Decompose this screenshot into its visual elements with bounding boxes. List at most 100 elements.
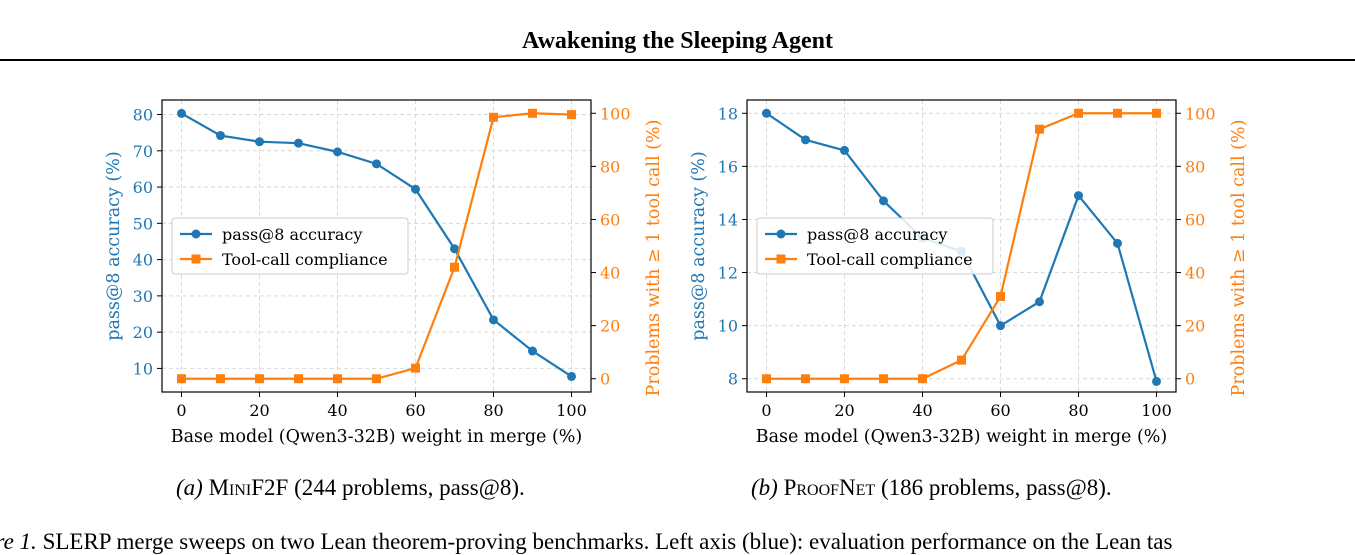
chart-b-y2tick-label: 40 [1185,264,1205,283]
chart-b-xtick-label: 20 [834,401,854,420]
chart-b-point [840,374,849,384]
chart-b-y2tick-label: 60 [1185,210,1205,229]
chart-b-xtick-label: 40 [912,401,932,420]
chart-b-point [1152,108,1161,118]
chart-b-xtick-label: 100 [1141,401,1172,420]
chart-a-ytick-label: 50 [133,214,153,233]
chart-b-point [1152,376,1161,386]
figure-caption-label: ure 1. [0,529,37,554]
chart-a-point [294,374,303,384]
chart-a-point [489,112,498,122]
chart-b-ytick-label: 10 [718,317,738,336]
chart-a-point [255,374,264,384]
chart-b-ytick-label: 16 [718,157,738,176]
chart-a-point [216,131,225,141]
chart-b-y2tick-label: 20 [1185,317,1205,336]
chart-a-ytick-label: 30 [133,287,153,306]
chart-b-xtick-label: 60 [990,401,1010,420]
chart-b-legend-marker-0 [776,229,786,239]
chart-b-point [801,374,810,384]
figure-caption-text: SLERP merge sweeps on two Lean theorem-p… [42,529,1173,554]
chart-a-point [294,138,303,148]
chart-b-point [1074,108,1083,118]
chart-a-plot-frame [161,99,592,393]
chart-a-legend-marker-1 [191,254,201,264]
chart-b-point [879,374,888,384]
caption-a-name: MiniF2F [208,475,289,500]
chart-a-xtick-label: 100 [556,401,587,420]
chart-a-point [411,363,420,373]
chart-a-y2tick-label: 20 [600,317,620,336]
chart-a-ylabel: pass@8 accuracy (%) [104,151,124,340]
figure-caption: ure 1. SLERP merge sweeps on two Lean th… [0,529,1172,555]
chart-a-y2tick-label: 60 [600,210,620,229]
chart-a-y2tick-label: 100 [600,104,631,123]
chart-a-point [216,374,225,384]
chart-b-legend-label-0: pass@8 accuracy [807,225,947,244]
chart-a-y2tick-label: 80 [600,157,620,176]
chart-b-point [918,374,927,384]
chart-b-y2tick-label: 100 [1185,104,1216,123]
chart-b-y2tick-label: 80 [1185,157,1205,176]
chart-a-y2tick-label: 40 [600,264,620,283]
chart-a-point [177,108,186,118]
chart-minif2f: 0 20 40 60 80 100 10 20 30 40 50 60 70 80 0 20 40 60 80 100… [104,99,664,447]
caption-a-tag: (a) [176,475,203,500]
chart-b-ytick-label: 18 [718,104,738,123]
chart-b-ytick-label: 12 [718,264,738,283]
chart-a-point [528,108,537,118]
chart-a-y2label: Problems with ≥ 1 tool call (%) [644,120,664,397]
caption-b-tag: (b) [751,475,778,500]
chart-b-point [996,321,1005,331]
chart-a-point [489,315,498,325]
chart-b-legend-box [756,217,994,275]
chart-a-legend-label-1: Tool-call compliance [222,250,388,269]
chart-b-plot-frame [746,99,1177,393]
chart-a-ytick-label: 60 [133,178,153,197]
chart-a-ytick-label: 70 [133,142,153,161]
chart-b-point [840,145,849,155]
chart-a-y2tick-label: 0 [600,370,610,389]
chart-b-legend-marker-1 [776,254,786,264]
chart-b-ytick-label: 14 [718,210,738,229]
chart-b-ylabel: pass@8 accuracy (%) [689,151,709,340]
chart-b-point [1074,191,1083,201]
chart-b-point [1113,108,1122,118]
chart-b-point [762,108,771,118]
chart-b-point [879,196,888,206]
chart-a-ytick-label: 80 [133,106,153,125]
chart-a-point [450,244,459,254]
chart-a-point [255,137,264,147]
chart-a-point [450,262,459,272]
chart-a-point [567,371,576,381]
chart-b-xtick-label: 0 [761,401,771,420]
caption-b-rest: (186 problems, pass@8). [880,475,1112,500]
chart-a-ytick-label: 20 [133,323,153,342]
chart-a-xtick-label: 40 [327,401,347,420]
chart-a-xtick-label: 60 [405,401,425,420]
chart-a-ytick-label: 40 [133,251,153,270]
chart-b-y2tick-label: 0 [1185,370,1195,389]
chart-b-xlabel: Base model (Qwen3-32B) weight in merge (… [756,427,1168,447]
chart-b-legend-label-1: Tool-call compliance [807,250,973,269]
chart-b-point [1035,297,1044,307]
chart-a-legend-box [171,217,409,275]
caption-proofnet: (b) ProofNet (186 problems, pass@8). [751,475,1112,501]
chart-b-ytick-label: 8 [728,370,738,389]
chart-a-point [567,110,576,120]
chart-a-point [333,374,342,384]
chart-a-ytick-label: 10 [133,359,153,378]
chart-b-xtick-label: 80 [1068,401,1088,420]
chart-b-point [801,135,810,145]
chart-b-point [1113,238,1122,248]
chart-a-point [411,184,420,194]
caption-minif2f: (a) MiniF2F (244 problems, pass@8). [176,475,525,501]
chart-a-point [528,346,537,356]
chart-b-point [762,374,771,384]
caption-a-rest: (244 problems, pass@8). [294,475,525,500]
chart-a-legend-label-0: pass@8 accuracy [222,225,362,244]
chart-a-point [333,147,342,157]
chart-b-point [1035,124,1044,134]
chart-a-xtick-label: 80 [483,401,503,420]
chart-a-xtick-label: 0 [176,401,186,420]
